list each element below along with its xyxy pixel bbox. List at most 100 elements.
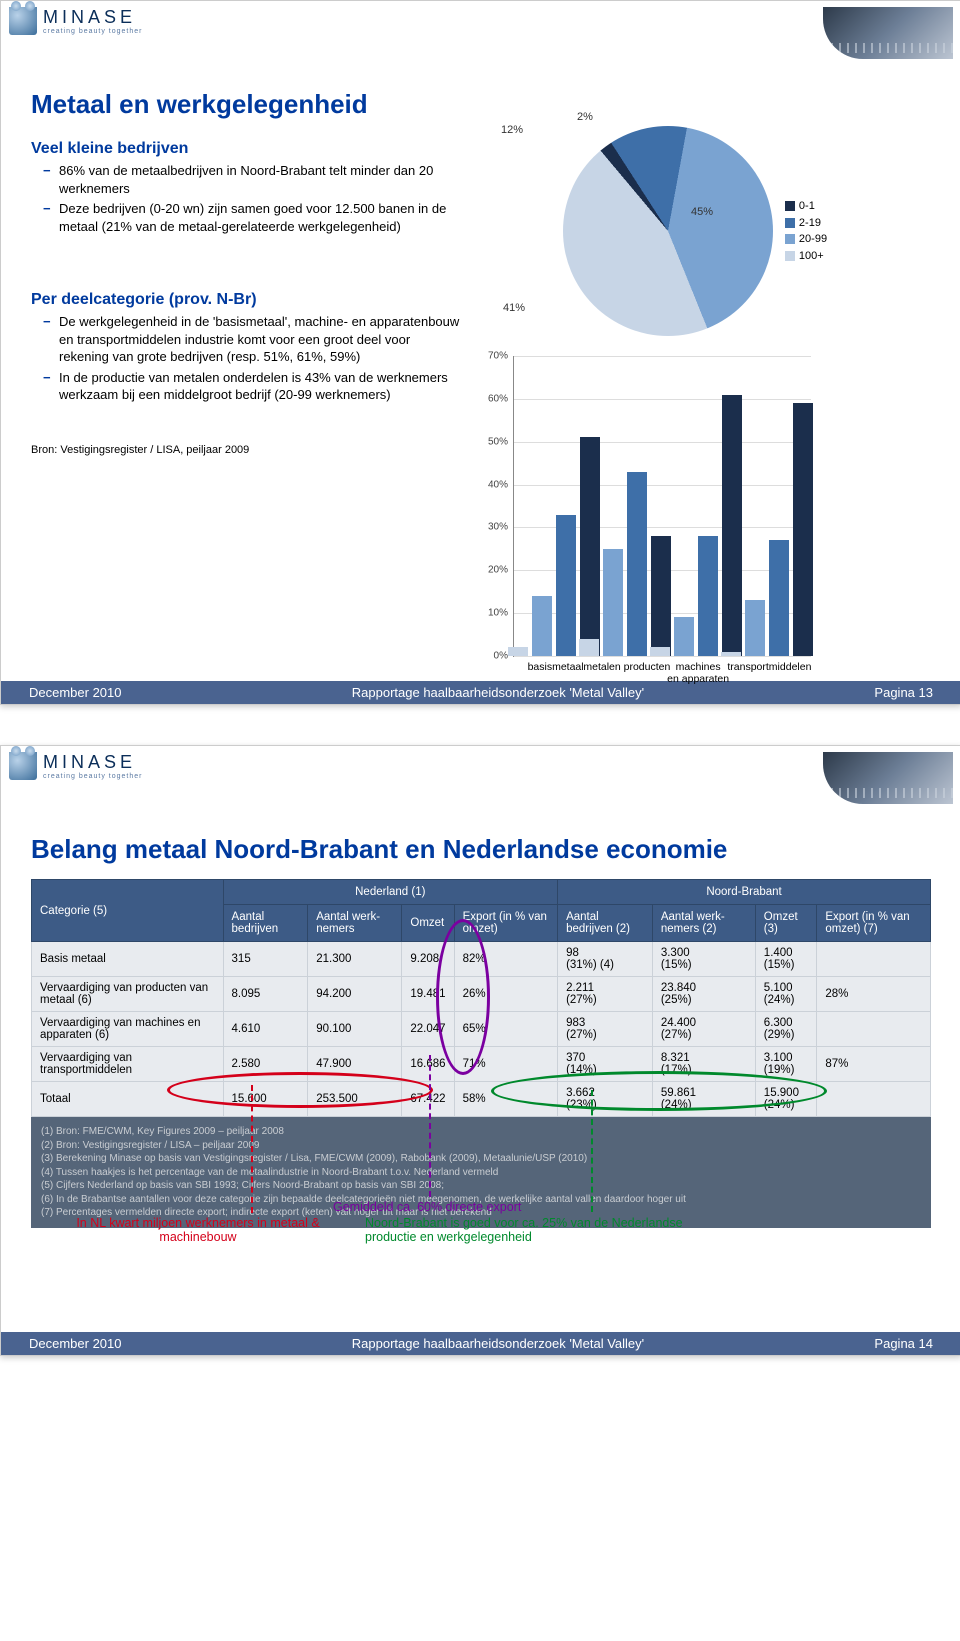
section2-bullets: De werkgelegenheid in de 'basismetaal', … — [43, 313, 461, 404]
table-cell: 2.211(27%) — [558, 977, 653, 1012]
table-cell: 71% — [454, 1047, 558, 1082]
table-cell: 47.900 — [308, 1047, 402, 1082]
source-note: Bron: Vestigingsregister / LISA, peiljaa… — [31, 444, 461, 456]
footer-center: Rapportage haalbaarheidsonderzoek 'Metal… — [352, 1336, 644, 1351]
table-cell: 98(31%) (4) — [558, 942, 653, 977]
bar — [532, 596, 552, 656]
bar — [721, 652, 741, 656]
table-cell: 1.400(15%) — [755, 942, 817, 977]
bullet: In de productie van metalen onderdelen i… — [43, 369, 461, 404]
table-cell — [817, 942, 931, 977]
table-cell: 3.300(15%) — [652, 942, 755, 977]
footnote: (1) Bron: FME/CWM, Key Figures 2009 – pe… — [41, 1125, 921, 1139]
brand-name: MINASE — [43, 7, 143, 28]
data-table: Categorie (5)Nederland (1)Noord-BrabantA… — [31, 879, 931, 1117]
table-row: Vervaardiging van producten van metaal (… — [32, 977, 931, 1012]
footnote: (3) Berekening Minase op basis van Vesti… — [41, 1152, 921, 1166]
y-axis-label: 50% — [474, 436, 508, 447]
table-cell: 9.208 — [402, 942, 454, 977]
logo-icon — [9, 7, 37, 35]
legend-item: 2-19 — [785, 215, 827, 232]
pie-value-label: 41% — [503, 302, 525, 314]
bar — [698, 536, 718, 656]
table-cell: 58% — [454, 1082, 558, 1117]
footnote: (2) Bron: Vestigingsregister / LISA – pe… — [41, 1139, 921, 1153]
bar — [627, 472, 647, 656]
bullet: 86% van de metaalbedrijven in Noord-Brab… — [43, 162, 461, 197]
table-cell: Totaal — [32, 1082, 224, 1117]
table-cell: 3.662(23%) — [558, 1082, 653, 1117]
section2-heading: Per deelcategorie (prov. N-Br) — [31, 291, 461, 309]
brand-name: MINASE — [43, 752, 143, 773]
table-cell: 28% — [817, 977, 931, 1012]
table-cell: 16.686 — [402, 1047, 454, 1082]
y-axis-label: 0% — [474, 651, 508, 662]
bar — [745, 600, 765, 656]
table-cell: 15.900(24%) — [755, 1082, 817, 1117]
table-cell: 65% — [454, 1012, 558, 1047]
table-cell: 21.300 — [308, 942, 402, 977]
table-cell: 8.095 — [223, 977, 308, 1012]
table-cell: 2.580 — [223, 1047, 308, 1082]
table-cell: 94.200 — [308, 977, 402, 1012]
page-title: Belang metaal Noord-Brabant en Nederland… — [31, 834, 931, 865]
slide-footer: December 2010 Rapportage haalbaarheidson… — [1, 1332, 960, 1355]
y-axis-label: 40% — [474, 479, 508, 490]
bar — [793, 403, 813, 656]
footer-right: Pagina 14 — [874, 1336, 933, 1351]
legend-item: 20-99 — [785, 231, 827, 248]
pie-value-label: 45% — [691, 206, 713, 218]
y-axis-label: 60% — [474, 393, 508, 404]
table-cell: 82% — [454, 942, 558, 977]
pie-graphic — [563, 126, 773, 336]
brand-tagline: creating beauty together — [43, 773, 143, 780]
bar — [508, 647, 528, 656]
bar — [579, 639, 599, 656]
table-cell: 253.500 — [308, 1082, 402, 1117]
footer-center: Rapportage haalbaarheidsonderzoek 'Metal… — [352, 685, 644, 700]
footer-left: December 2010 — [29, 1336, 122, 1351]
table-cell: Vervaardiging van transportmiddelen — [32, 1047, 224, 1082]
slide-header: MINASE creating beauty together — [1, 1, 960, 65]
table-cell — [817, 1012, 931, 1047]
table-cell — [817, 1082, 931, 1117]
table-cell: 59.861(24%) — [652, 1082, 755, 1117]
legend-item: 100+ — [785, 248, 827, 265]
table-row: Basis metaal31521.3009.20882%98(31%) (4)… — [32, 942, 931, 977]
bar — [556, 515, 576, 656]
footer-left: December 2010 — [29, 685, 122, 700]
table-cell: 370(14%) — [558, 1047, 653, 1082]
annotation-green: Noord-Brabant is goed voor ca. 25% van d… — [365, 1216, 705, 1244]
table-cell: Basis metaal — [32, 942, 224, 977]
table-cell: 90.100 — [308, 1012, 402, 1047]
y-axis-label: 10% — [474, 608, 508, 619]
table-cell: 5.100(24%) — [755, 977, 817, 1012]
bullet: De werkgelegenheid in de 'basismetaal', … — [43, 313, 461, 366]
table-cell: 315 — [223, 942, 308, 977]
pie-legend: 0-12-1920-99100+ — [785, 198, 827, 264]
table-cell: 19.481 — [402, 977, 454, 1012]
pie-chart: 0-12-1920-99100+ 2%12%41%45% — [471, 126, 931, 336]
table-cell: 983(27%) — [558, 1012, 653, 1047]
section1-heading: Veel kleine bedrijven — [31, 140, 461, 158]
table-row: Totaal15.600253.50067.42258%3.662(23%)59… — [32, 1082, 931, 1117]
slide-footer: December 2010 Rapportage haalbaarheidson… — [1, 681, 960, 704]
table-cell: 4.610 — [223, 1012, 308, 1047]
x-axis-label: transportmiddelen — [719, 662, 819, 674]
bar-chart: 0%10%20%30%40%50%60%70%basismetaalmetale… — [513, 356, 811, 657]
brand-logo: MINASE creating beauty together — [9, 752, 143, 780]
table-cell: 6.300(29%) — [755, 1012, 817, 1047]
table-cell: 8.321(17%) — [652, 1047, 755, 1082]
bullet: Deze bedrijven (0-20 wn) zijn samen goed… — [43, 200, 461, 235]
pie-value-label: 12% — [501, 124, 523, 136]
y-axis-label: 30% — [474, 522, 508, 533]
table-cell: Vervaardiging van machines en apparaten … — [32, 1012, 224, 1047]
footer-right: Pagina 13 — [874, 685, 933, 700]
legend-item: 0-1 — [785, 198, 827, 215]
table-cell: 22.047 — [402, 1012, 454, 1047]
bar — [769, 540, 789, 656]
footnote: (4) Tussen haakjes is het percentage van… — [41, 1166, 921, 1180]
table-cell: 26% — [454, 977, 558, 1012]
header-image — [823, 7, 953, 59]
logo-icon — [9, 752, 37, 780]
